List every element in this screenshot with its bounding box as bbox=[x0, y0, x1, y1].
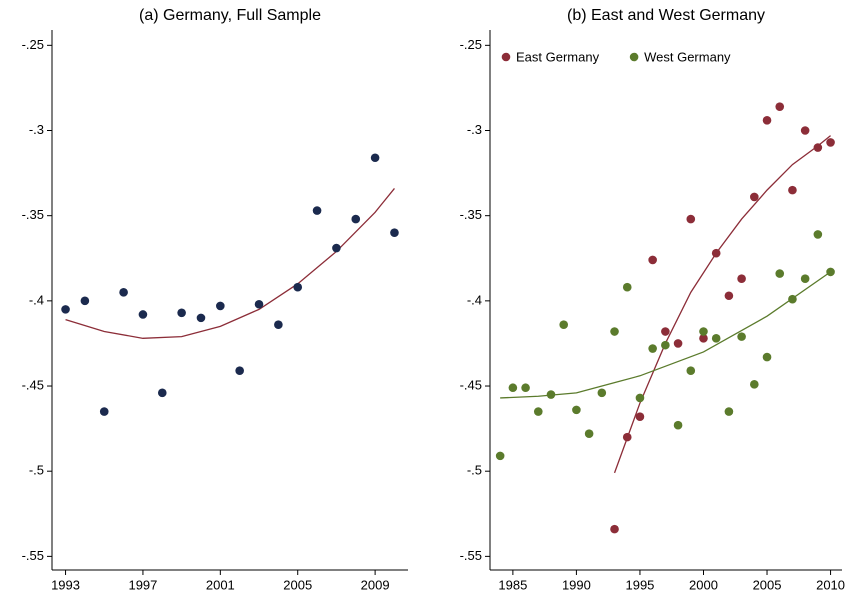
y-tick-label: -.25 bbox=[460, 37, 482, 52]
legend-marker bbox=[629, 52, 639, 62]
fit-line bbox=[65, 188, 395, 339]
point bbox=[610, 327, 619, 336]
x-tick-label: 1993 bbox=[51, 577, 80, 592]
point bbox=[775, 102, 785, 111]
point bbox=[508, 383, 518, 393]
x-tick-label: 1985 bbox=[498, 577, 527, 592]
point bbox=[813, 230, 823, 239]
point bbox=[370, 153, 380, 163]
point bbox=[788, 185, 797, 195]
point bbox=[610, 524, 619, 534]
point bbox=[775, 269, 785, 278]
y-tick-label: -.55 bbox=[22, 548, 44, 563]
point bbox=[750, 380, 759, 389]
x-tick-label: 2001 bbox=[206, 577, 235, 592]
point bbox=[390, 228, 399, 238]
point bbox=[724, 407, 734, 416]
point bbox=[762, 352, 772, 362]
y-tick-label: -.55 bbox=[460, 548, 482, 563]
point bbox=[254, 299, 264, 309]
chart-title: (a) Germany, Full Sample bbox=[139, 7, 321, 24]
point bbox=[119, 288, 128, 297]
point bbox=[546, 390, 556, 399]
point bbox=[572, 405, 581, 415]
x-tick-label: 2005 bbox=[753, 577, 782, 592]
x-tick-label: 1995 bbox=[625, 577, 654, 592]
point bbox=[312, 206, 322, 215]
point bbox=[699, 327, 708, 336]
chart-title: (b) East and West Germany bbox=[567, 7, 765, 24]
y-tick-label: -.45 bbox=[22, 377, 44, 392]
point bbox=[80, 296, 90, 306]
x-tick-label: 1990 bbox=[562, 577, 591, 592]
point bbox=[495, 451, 505, 461]
y-tick-label: -.5 bbox=[29, 463, 44, 478]
x-tick-label: 2010 bbox=[816, 577, 845, 592]
point bbox=[597, 388, 607, 398]
y-tick-label: -.4 bbox=[29, 292, 44, 307]
y-tick-label: -.5 bbox=[467, 463, 482, 478]
point bbox=[826, 267, 835, 277]
point bbox=[196, 313, 206, 323]
point bbox=[157, 388, 167, 398]
point bbox=[235, 366, 244, 375]
fit-line bbox=[613, 135, 831, 474]
point bbox=[800, 274, 810, 284]
point bbox=[622, 432, 632, 442]
y-tick-label: -.35 bbox=[460, 207, 482, 222]
y-tick-label: -.4 bbox=[467, 292, 482, 307]
point bbox=[661, 340, 670, 350]
point bbox=[559, 320, 569, 330]
legend-label: East Germany bbox=[516, 49, 600, 64]
point bbox=[686, 214, 696, 224]
point bbox=[274, 320, 283, 330]
y-tick-label: -.45 bbox=[460, 377, 482, 392]
point bbox=[762, 115, 772, 125]
point bbox=[686, 366, 696, 375]
point bbox=[724, 291, 734, 301]
legend-marker bbox=[501, 52, 511, 62]
point bbox=[584, 429, 594, 439]
point bbox=[216, 301, 225, 311]
legend-label: West Germany bbox=[644, 49, 731, 64]
x-tick-label: 2009 bbox=[361, 577, 390, 592]
point bbox=[813, 143, 823, 152]
point bbox=[673, 339, 683, 348]
x-tick-label: 2005 bbox=[283, 577, 312, 592]
y-tick-label: -.35 bbox=[22, 207, 44, 222]
point bbox=[661, 327, 670, 336]
point bbox=[351, 214, 361, 224]
point bbox=[673, 420, 683, 430]
point bbox=[800, 126, 810, 135]
point bbox=[293, 282, 303, 292]
point bbox=[699, 334, 708, 343]
y-tick-label: -.3 bbox=[467, 122, 482, 137]
x-tick-label: 1997 bbox=[128, 577, 157, 592]
point bbox=[737, 274, 746, 284]
point bbox=[533, 407, 543, 416]
point bbox=[99, 407, 109, 416]
fit-line bbox=[500, 271, 831, 399]
point bbox=[177, 308, 186, 318]
point bbox=[332, 243, 341, 253]
point bbox=[711, 334, 721, 343]
y-tick-label: -.3 bbox=[29, 122, 44, 137]
point bbox=[622, 282, 632, 292]
point bbox=[648, 344, 657, 353]
point bbox=[788, 294, 797, 304]
point bbox=[521, 383, 530, 393]
point bbox=[750, 192, 759, 202]
x-tick-label: 2000 bbox=[689, 577, 718, 592]
point bbox=[826, 138, 835, 147]
point bbox=[648, 255, 657, 265]
point bbox=[635, 412, 645, 421]
point bbox=[711, 248, 721, 258]
point bbox=[61, 305, 70, 314]
point bbox=[138, 310, 148, 319]
point bbox=[635, 393, 645, 403]
point bbox=[737, 332, 746, 341]
y-tick-label: -.25 bbox=[22, 37, 44, 52]
